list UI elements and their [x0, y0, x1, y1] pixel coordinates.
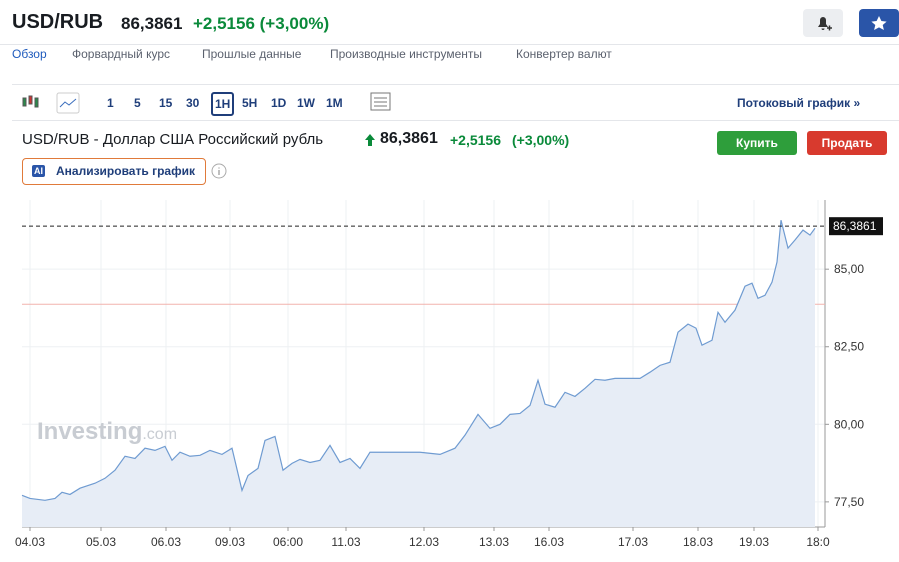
last-price-box: [829, 217, 883, 236]
area: [22, 220, 815, 528]
x-tick-label: 06:00: [273, 535, 303, 549]
watermark-domain: .com: [142, 426, 177, 443]
instrument-change-pct: (+3,00%): [512, 132, 570, 148]
bell-icon: [818, 17, 832, 31]
watermark: Investing.com: [37, 418, 177, 445]
x-tick-label: 13.03: [479, 535, 509, 549]
last-price-label: 86,3861: [833, 219, 877, 233]
x-tick-label: 18:0: [806, 535, 830, 549]
chart-type-icons[interactable]: [20, 92, 90, 114]
x-tick-label: 16.03: [534, 535, 564, 549]
interval[interactable]: 1W: [297, 96, 315, 110]
interval[interactable]: 5: [134, 96, 141, 110]
price: 86,3861: [121, 14, 183, 33]
price-line: [21, 220, 816, 501]
interval[interactable]: 1D: [271, 96, 287, 110]
x-tick-label: 18.03: [683, 535, 713, 549]
stream-link[interactable]: Потоковый график »: [737, 96, 861, 110]
interval-selected[interactable]: 1H: [211, 92, 235, 116]
tab[interactable]: Производные инструменты: [330, 47, 482, 61]
y-tick-label: 77,50: [834, 495, 864, 509]
table-icon[interactable]: [370, 92, 392, 112]
y-tick-label: 80,00: [834, 417, 864, 431]
y-tick-label: 82,50: [834, 340, 864, 354]
interval[interactable]: 5H: [242, 96, 258, 110]
analyze-label: Анализировать график: [56, 164, 195, 178]
alert-button[interactable]: [803, 9, 843, 37]
star-icon: [871, 16, 887, 30]
tab[interactable]: Обзор: [12, 47, 47, 61]
sell-button[interactable]: Продать: [807, 131, 887, 155]
info-icon[interactable]: [210, 163, 228, 181]
instrument-name: USD/RUB - Доллар США Российский рубль: [22, 131, 324, 148]
x-tick-label: 12.03: [409, 535, 439, 549]
tab[interactable]: Форвардный курс: [72, 47, 170, 61]
symbol: USD/RUB: [12, 11, 104, 33]
instrument-price: 86,3861: [380, 130, 438, 147]
buy-button[interactable]: Купить: [717, 131, 797, 155]
divider: [12, 84, 899, 85]
interval[interactable]: 15: [159, 96, 173, 110]
x-tick-label: 05.03: [86, 535, 116, 549]
divider: [12, 120, 899, 121]
interval[interactable]: 1: [107, 96, 114, 110]
watermark-brand: Investing: [37, 418, 142, 445]
instrument-change: +2,5156: [450, 132, 501, 148]
watchlist-button[interactable]: [859, 9, 899, 37]
x-tick-label: 17.03: [618, 535, 648, 549]
ai-badge: AI: [32, 165, 45, 177]
interval[interactable]: 30: [186, 96, 200, 110]
x-tick-label: 11.03: [331, 535, 360, 549]
divider: [0, 44, 899, 45]
x-tick-label: 19.03: [739, 535, 769, 549]
tab[interactable]: Прошлые данные: [202, 47, 302, 61]
x-tick-label: 06.03: [151, 535, 181, 549]
up-arrow: [365, 134, 375, 146]
y-tick-label: 85,00: [834, 262, 864, 276]
x-tick-label: 04.03: [15, 535, 45, 549]
interval[interactable]: 1M: [326, 96, 343, 110]
change: +2,5156 (+3,00%): [193, 14, 330, 33]
analyze-button[interactable]: AI Анализировать график: [22, 158, 206, 185]
x-tick-label: 09.03: [215, 535, 245, 549]
tab[interactable]: Конвертер валют: [516, 47, 612, 61]
